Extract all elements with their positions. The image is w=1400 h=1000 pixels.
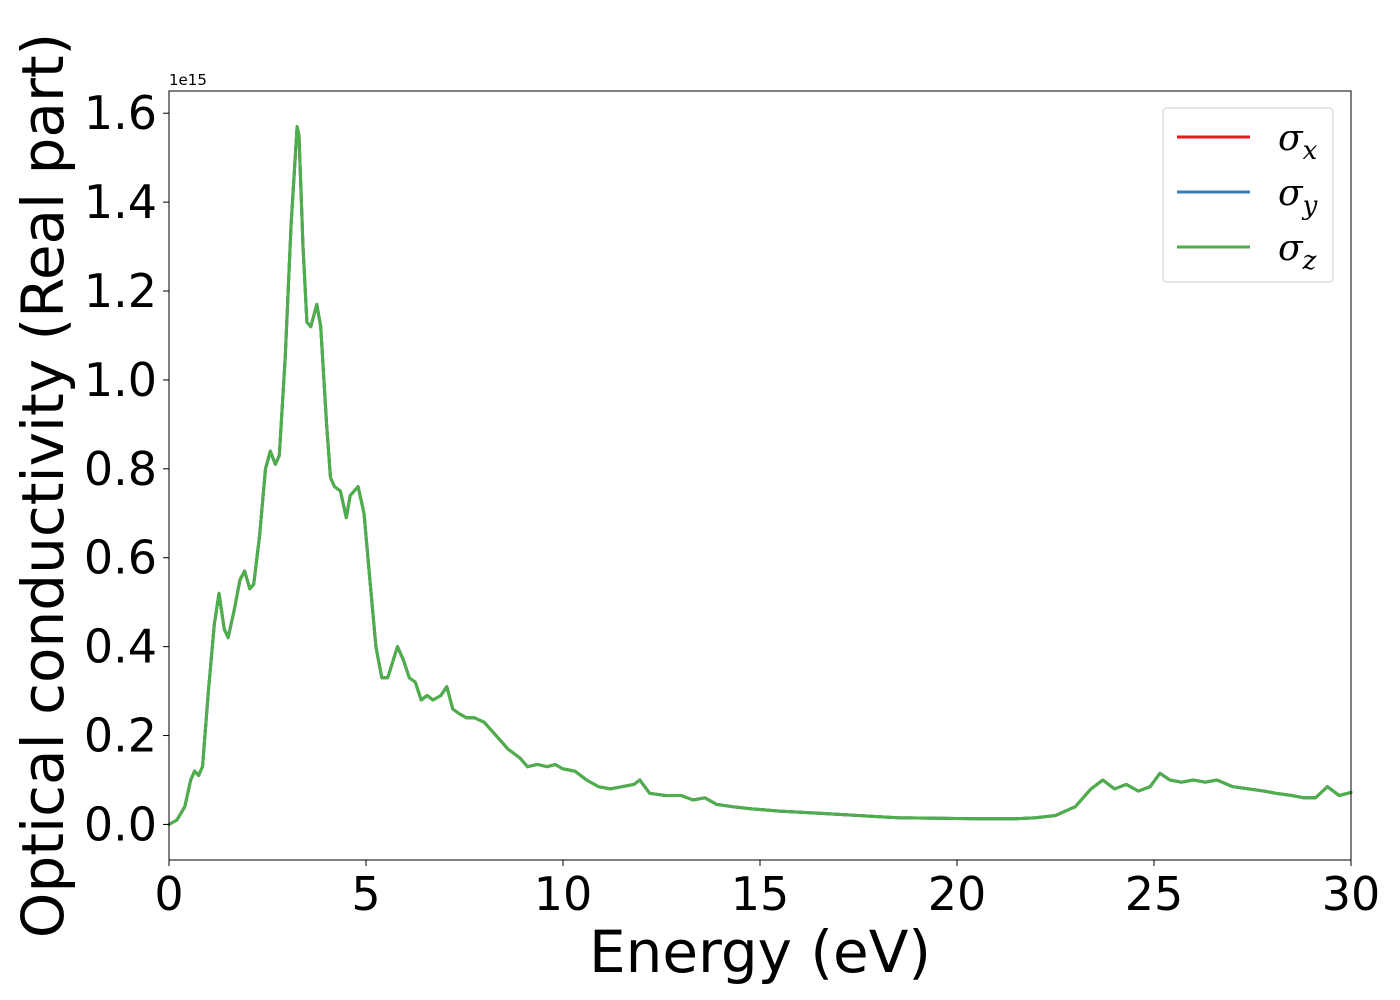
y-axis-offset-label: 1e15: [169, 71, 207, 89]
series-line-sigma-z: [167, 125, 1353, 826]
series-layer: [167, 125, 1353, 826]
x-tick-label: 20: [928, 867, 987, 921]
legend: σx σy σz: [1162, 107, 1334, 283]
y-tick-label: 1.2: [84, 264, 157, 318]
legend-label-sigma-y: σy: [1278, 173, 1318, 221]
legend-label-sigma-z: σz: [1278, 228, 1317, 276]
y-tick-label: 0.2: [84, 709, 157, 763]
legend-box: [1162, 107, 1334, 283]
y-axis-title: Optical conductivity (Real part): [9, 33, 77, 938]
y-tick-label: 0.4: [84, 620, 157, 674]
x-tick-label: 5: [351, 867, 380, 921]
legend-label-sigma-x: σx: [1278, 118, 1318, 166]
x-tick-label: 10: [534, 867, 593, 921]
x-tick-label: 25: [1125, 867, 1184, 921]
x-axis-title: Energy (eV): [589, 918, 931, 986]
y-tick-label: 1.4: [84, 175, 157, 229]
y-tick-label: 1.0: [84, 353, 157, 407]
y-tick-label: 0.0: [84, 797, 157, 851]
x-tick-label: 15: [731, 867, 790, 921]
y-tick-label: 1.6: [84, 86, 157, 140]
x-tick-label: 30: [1322, 867, 1381, 921]
x-axis-ticks: 0 5 10 15 20 25 30: [154, 860, 1380, 921]
y-axis-ticks: 0.0 0.2 0.4 0.6 0.8 1.0 1.2 1.4 1.6: [84, 86, 169, 851]
y-tick-label: 0.8: [84, 442, 157, 496]
y-tick-label: 0.6: [84, 531, 157, 585]
x-tick-label: 0: [154, 867, 183, 921]
